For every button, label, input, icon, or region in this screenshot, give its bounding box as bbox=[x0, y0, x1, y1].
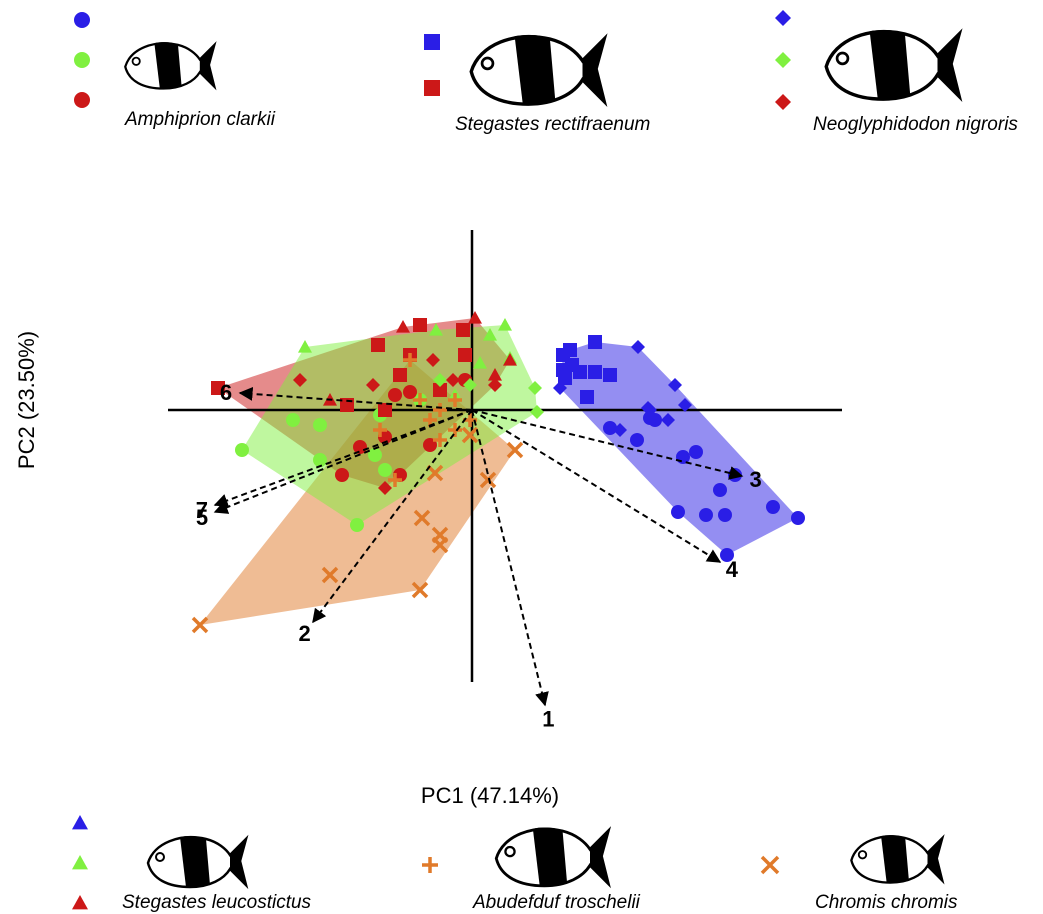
legend-marker bbox=[74, 52, 90, 68]
loading-label: 3 bbox=[749, 467, 761, 492]
point bbox=[563, 343, 577, 357]
point bbox=[671, 505, 685, 519]
fish-icon bbox=[851, 835, 942, 883]
point bbox=[689, 445, 703, 459]
point bbox=[603, 421, 617, 435]
legend-label: Chromis chromis bbox=[815, 892, 958, 913]
legend-marker bbox=[775, 94, 791, 110]
loading-label: 6 bbox=[220, 380, 232, 405]
point bbox=[718, 508, 732, 522]
legend-marker bbox=[74, 92, 90, 108]
hull bbox=[242, 325, 537, 525]
point bbox=[298, 340, 312, 353]
point bbox=[378, 403, 392, 417]
legend-label: Stegastes leucostictus bbox=[122, 892, 312, 913]
loading-label: 7 bbox=[196, 498, 208, 523]
point bbox=[699, 508, 713, 522]
point bbox=[368, 448, 382, 462]
point bbox=[286, 413, 300, 427]
point bbox=[393, 368, 407, 382]
fish-icon bbox=[125, 42, 214, 89]
y-axis-label: PC2 (23.50%) bbox=[14, 331, 39, 469]
point bbox=[603, 368, 617, 382]
point bbox=[580, 390, 594, 404]
point bbox=[556, 363, 570, 377]
point bbox=[378, 463, 392, 477]
legend-marker bbox=[72, 895, 88, 909]
legend-label: Neoglyphidodon nigroris bbox=[813, 114, 1018, 135]
legend-marker bbox=[424, 34, 440, 50]
loading-label: 2 bbox=[298, 621, 310, 646]
legend-marker bbox=[74, 12, 90, 28]
legend-marker bbox=[775, 10, 791, 26]
point bbox=[413, 318, 427, 332]
point bbox=[468, 311, 482, 324]
loading-label: 1 bbox=[542, 706, 554, 731]
legend-marker bbox=[72, 855, 88, 869]
point bbox=[458, 348, 472, 362]
point bbox=[313, 453, 327, 467]
legend-label: Abudefduf troschelii bbox=[472, 892, 641, 913]
legend-marker bbox=[72, 815, 88, 829]
fish-icon bbox=[496, 828, 608, 887]
fish-icon bbox=[148, 836, 246, 887]
chart: PC1 (47.14%) PC2 (23.50%) 1234567 Amphip… bbox=[0, 0, 1043, 914]
point bbox=[588, 365, 602, 379]
fish-icon bbox=[471, 35, 604, 105]
point bbox=[335, 468, 349, 482]
point bbox=[498, 318, 512, 331]
legend: Amphiprion clarkii Stegastes rectifraenum… bbox=[72, 10, 1018, 913]
point bbox=[313, 418, 327, 432]
point bbox=[713, 483, 727, 497]
point bbox=[396, 320, 410, 333]
legend-label: Amphiprion clarkii bbox=[124, 109, 276, 130]
point bbox=[235, 443, 249, 457]
point bbox=[766, 500, 780, 514]
point bbox=[403, 385, 417, 399]
legend-label: Stegastes rectifraenum bbox=[455, 114, 650, 135]
point bbox=[193, 618, 207, 632]
legend-marker bbox=[424, 80, 440, 96]
point bbox=[573, 365, 587, 379]
fish-icon bbox=[826, 30, 959, 100]
hulls bbox=[200, 318, 798, 625]
legend-marker bbox=[422, 857, 438, 873]
legend-marker bbox=[762, 857, 778, 873]
fish-icons bbox=[125, 30, 959, 888]
point bbox=[350, 518, 364, 532]
x-axis-label: PC1 (47.14%) bbox=[421, 783, 559, 808]
point bbox=[388, 388, 402, 402]
point bbox=[371, 338, 385, 352]
point bbox=[588, 335, 602, 349]
legend-marker bbox=[775, 52, 791, 68]
loading-label: 4 bbox=[726, 557, 739, 582]
point bbox=[456, 323, 470, 337]
point bbox=[630, 433, 644, 447]
point bbox=[791, 511, 805, 525]
